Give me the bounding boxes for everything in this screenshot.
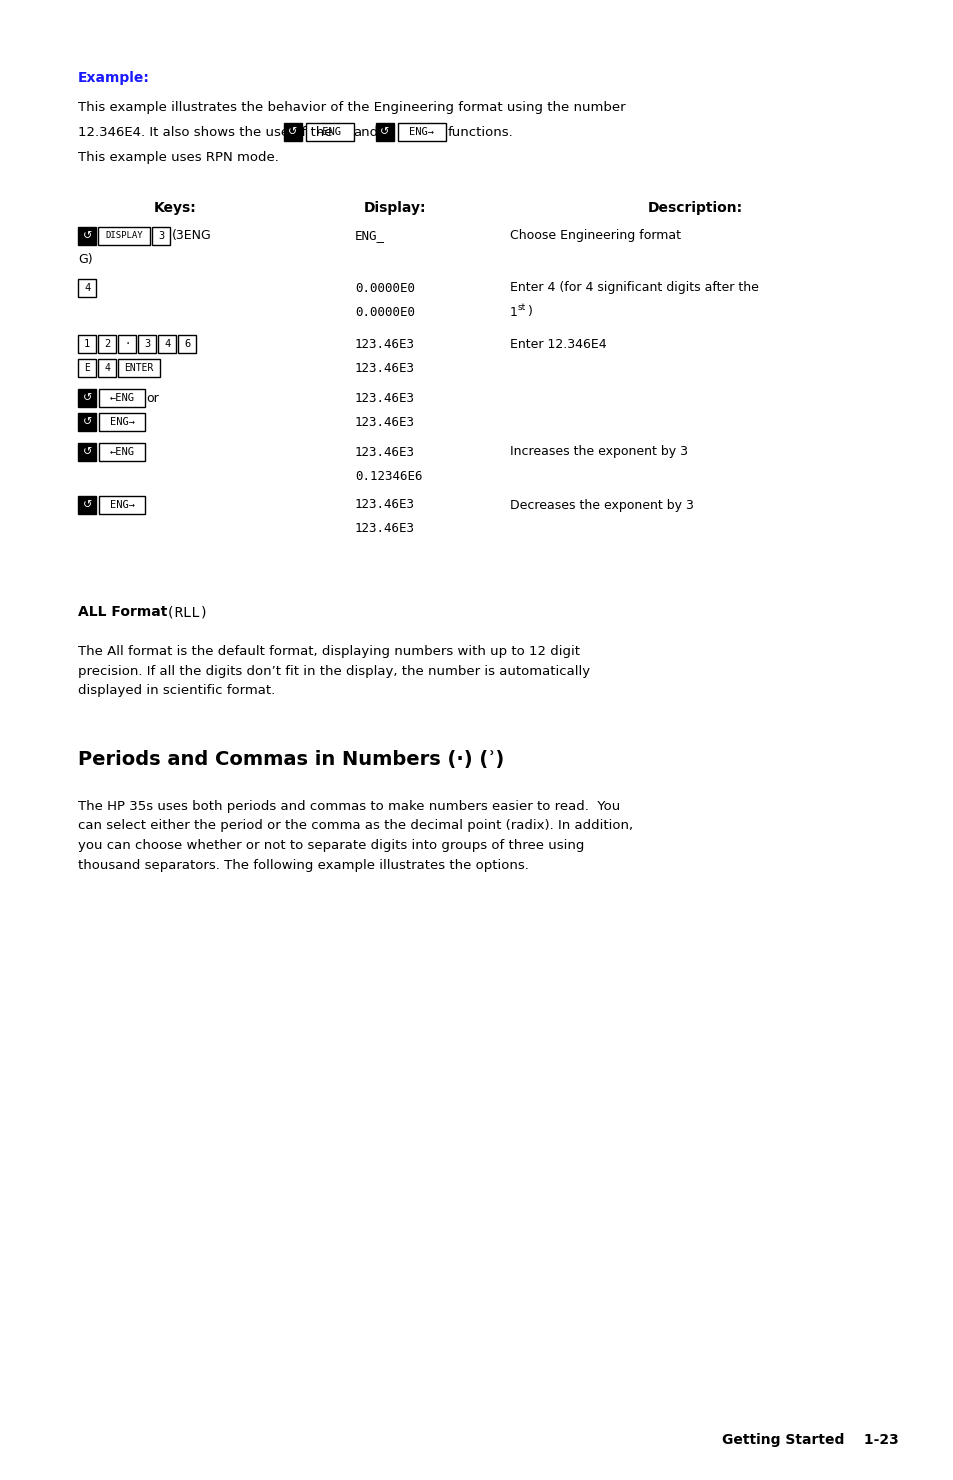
Text: ENG→: ENG→ [110, 417, 134, 428]
Text: 123.46E3: 123.46E3 [355, 392, 415, 404]
Text: ENG→: ENG→ [110, 500, 134, 511]
Text: ←ENG: ←ENG [316, 127, 342, 138]
Text: 3: 3 [144, 339, 151, 349]
Bar [397, 123, 445, 141]
Text: ENG→: ENG→ [409, 127, 434, 138]
Text: Getting Started    1-23: Getting Started 1-23 [721, 1433, 898, 1447]
Text: 0.0000E0: 0.0000E0 [355, 281, 415, 295]
Text: 3: 3 [158, 231, 164, 241]
Bar [98, 334, 116, 354]
Text: E: E [84, 363, 91, 373]
Text: functions.: functions. [447, 126, 513, 139]
Text: Example:: Example: [78, 71, 150, 84]
Text: ENTER: ENTER [125, 363, 153, 373]
Text: ↺: ↺ [83, 447, 91, 457]
Bar [99, 389, 145, 407]
Bar [178, 334, 196, 354]
Text: ↺: ↺ [83, 417, 91, 428]
Text: 1: 1 [510, 305, 517, 318]
Text: Description:: Description: [647, 201, 741, 215]
Text: ↺: ↺ [83, 500, 91, 511]
Text: 123.46E3: 123.46E3 [355, 416, 415, 429]
Bar [118, 360, 160, 377]
Text: DISPLAY: DISPLAY [105, 231, 143, 240]
Text: 0.12346E6: 0.12346E6 [355, 469, 422, 482]
Bar [78, 413, 96, 431]
Bar [99, 496, 145, 514]
Bar [138, 334, 156, 354]
Text: 2: 2 [104, 339, 111, 349]
Text: ENG_: ENG_ [355, 229, 385, 243]
Text: ·: · [124, 339, 131, 349]
Text: ↺: ↺ [83, 231, 91, 241]
Text: ↺: ↺ [83, 394, 91, 403]
Bar [99, 443, 145, 460]
Text: G): G) [78, 253, 92, 266]
Text: ↺: ↺ [288, 127, 297, 138]
Bar [305, 123, 354, 141]
Text: (3ENG: (3ENG [172, 229, 212, 243]
Text: Periods and Commas in Numbers (·) (ʾ): Periods and Commas in Numbers (·) (ʾ) [78, 750, 504, 770]
Text: 1: 1 [84, 339, 91, 349]
Text: 6: 6 [184, 339, 191, 349]
Text: or: or [146, 392, 159, 404]
Text: ↺: ↺ [379, 127, 389, 138]
Text: Decreases the exponent by 3: Decreases the exponent by 3 [510, 499, 693, 512]
Bar [158, 334, 176, 354]
Text: (RLL): (RLL) [158, 605, 209, 619]
Text: 123.46E3: 123.46E3 [355, 522, 415, 536]
Text: Increases the exponent by 3: Increases the exponent by 3 [510, 445, 687, 459]
Text: 123.46E3: 123.46E3 [355, 445, 415, 459]
Text: Enter 12.346E4: Enter 12.346E4 [510, 337, 606, 351]
Text: 0.0000E0: 0.0000E0 [355, 305, 415, 318]
Text: Enter 4 (for 4 significant digits after the: Enter 4 (for 4 significant digits after … [510, 281, 758, 295]
Text: 123.46E3: 123.46E3 [355, 361, 415, 374]
Bar [78, 389, 96, 407]
Bar [78, 496, 96, 514]
Text: Display:: Display: [363, 201, 426, 215]
Text: 123.46E3: 123.46E3 [355, 499, 415, 512]
Bar [98, 226, 150, 246]
Text: The All format is the default format, displaying numbers with up to 12 digit
pre: The All format is the default format, di… [78, 645, 590, 697]
Text: and: and [354, 126, 378, 139]
Text: This example uses RPN mode.: This example uses RPN mode. [78, 151, 279, 164]
Text: ←ENG: ←ENG [110, 394, 134, 403]
Text: ALL Format: ALL Format [78, 605, 168, 619]
Text: Choose Engineering format: Choose Engineering format [510, 229, 680, 243]
Text: This example illustrates the behavior of the Engineering format using the number: This example illustrates the behavior of… [78, 102, 625, 114]
Bar [78, 280, 96, 297]
Bar [283, 123, 301, 141]
Bar [78, 334, 96, 354]
Bar [375, 123, 394, 141]
Bar [98, 360, 116, 377]
Bar [99, 413, 145, 431]
Text: 4: 4 [104, 363, 110, 373]
Text: 123.46E3: 123.46E3 [355, 337, 415, 351]
Bar [78, 226, 96, 246]
Text: ): ) [527, 305, 533, 318]
Text: st: st [517, 302, 526, 311]
Bar [152, 226, 170, 246]
Text: 4: 4 [84, 283, 91, 293]
Text: Keys:: Keys: [153, 201, 196, 215]
Bar [78, 443, 96, 460]
Bar [118, 334, 136, 354]
Text: 4: 4 [164, 339, 171, 349]
Text: 12.346E4. It also shows the use of the: 12.346E4. It also shows the use of the [78, 126, 333, 139]
Text: The HP 35s uses both periods and commas to make numbers easier to read.  You
can: The HP 35s uses both periods and commas … [78, 801, 633, 872]
Bar [78, 360, 96, 377]
Text: ←ENG: ←ENG [110, 447, 134, 457]
